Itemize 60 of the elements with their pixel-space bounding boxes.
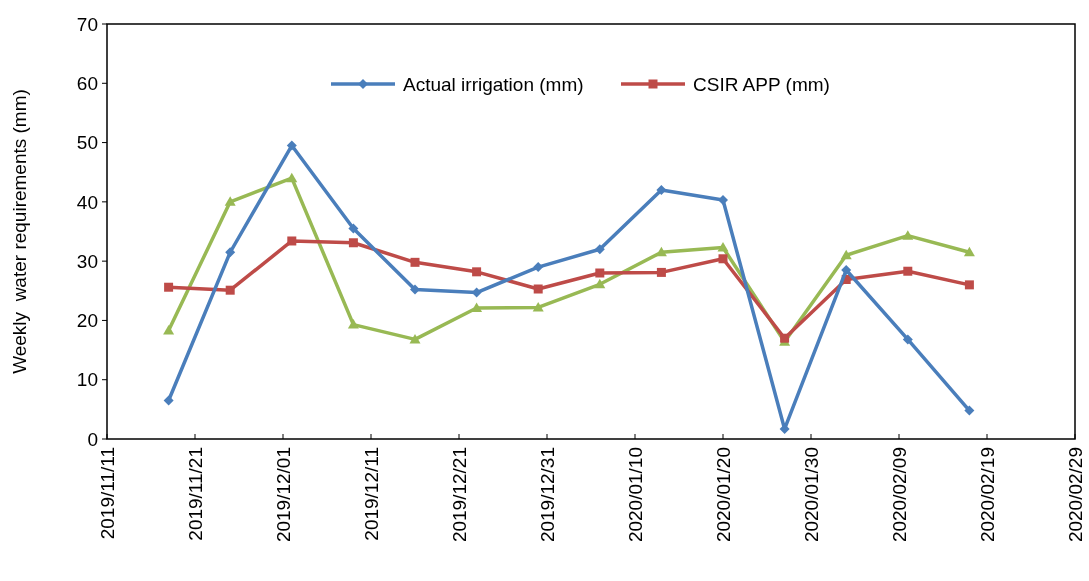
y-tick-label: 30	[76, 250, 98, 272]
point	[164, 282, 174, 292]
point	[163, 325, 175, 335]
x-tick-label: 2019/11/11	[96, 447, 118, 540]
x-tick-label: 2019/12/11	[360, 447, 382, 541]
y-tick-label: 0	[87, 428, 98, 450]
point	[286, 140, 297, 151]
y-tick-label: 50	[76, 132, 98, 154]
point	[472, 267, 482, 277]
legend-label: Actual irrigation (mm)	[403, 73, 584, 95]
y-tick-label: 40	[76, 191, 98, 213]
point	[717, 242, 729, 252]
point	[533, 262, 544, 273]
point	[471, 302, 483, 312]
point	[410, 284, 420, 295]
point	[348, 238, 358, 248]
point	[656, 185, 667, 195]
y-axis-title: Weekly water requirements (mm)	[9, 89, 30, 374]
point	[594, 244, 605, 255]
point	[841, 265, 852, 276]
x-tick-label: 2019/11/21	[184, 447, 206, 541]
point	[348, 223, 359, 234]
point	[594, 278, 606, 289]
point	[163, 395, 174, 406]
point	[718, 254, 728, 264]
x-tick-label: 2020/02/29	[1064, 447, 1086, 543]
x-tick-label: 2020/01/10	[624, 447, 646, 543]
x-tick-label: 2020/02/09	[888, 447, 910, 543]
point	[286, 172, 298, 183]
point	[718, 195, 728, 206]
point	[347, 319, 359, 329]
point	[840, 249, 852, 260]
point	[409, 333, 421, 344]
point	[903, 266, 913, 276]
point	[533, 284, 543, 294]
x-tick-label: 2020/01/30	[800, 447, 822, 543]
x-tick-label: 2020/02/19	[976, 447, 998, 543]
point	[225, 285, 235, 295]
point	[224, 196, 236, 206]
point	[963, 246, 975, 257]
point	[287, 236, 297, 246]
y-tick-label: 10	[76, 369, 98, 391]
point	[532, 301, 544, 312]
y-tick-label: 20	[76, 310, 98, 332]
point	[902, 334, 913, 345]
point	[655, 246, 667, 257]
point	[902, 230, 914, 240]
point	[656, 267, 666, 277]
y-tick-label: 70	[76, 13, 98, 35]
y-tick-label: 60	[76, 72, 98, 94]
point	[410, 257, 420, 267]
legend-label: CSIR APP (mm)	[693, 73, 830, 95]
point	[595, 268, 605, 278]
x-tick-label: 2019/12/01	[272, 447, 294, 543]
point	[225, 247, 236, 258]
x-tick-label: 2019/12/21	[448, 447, 470, 543]
x-tick-label: 2019/12/31	[536, 447, 558, 543]
x-tick-label: 2020/01/20	[712, 447, 734, 543]
point	[964, 405, 975, 416]
point	[964, 280, 974, 290]
